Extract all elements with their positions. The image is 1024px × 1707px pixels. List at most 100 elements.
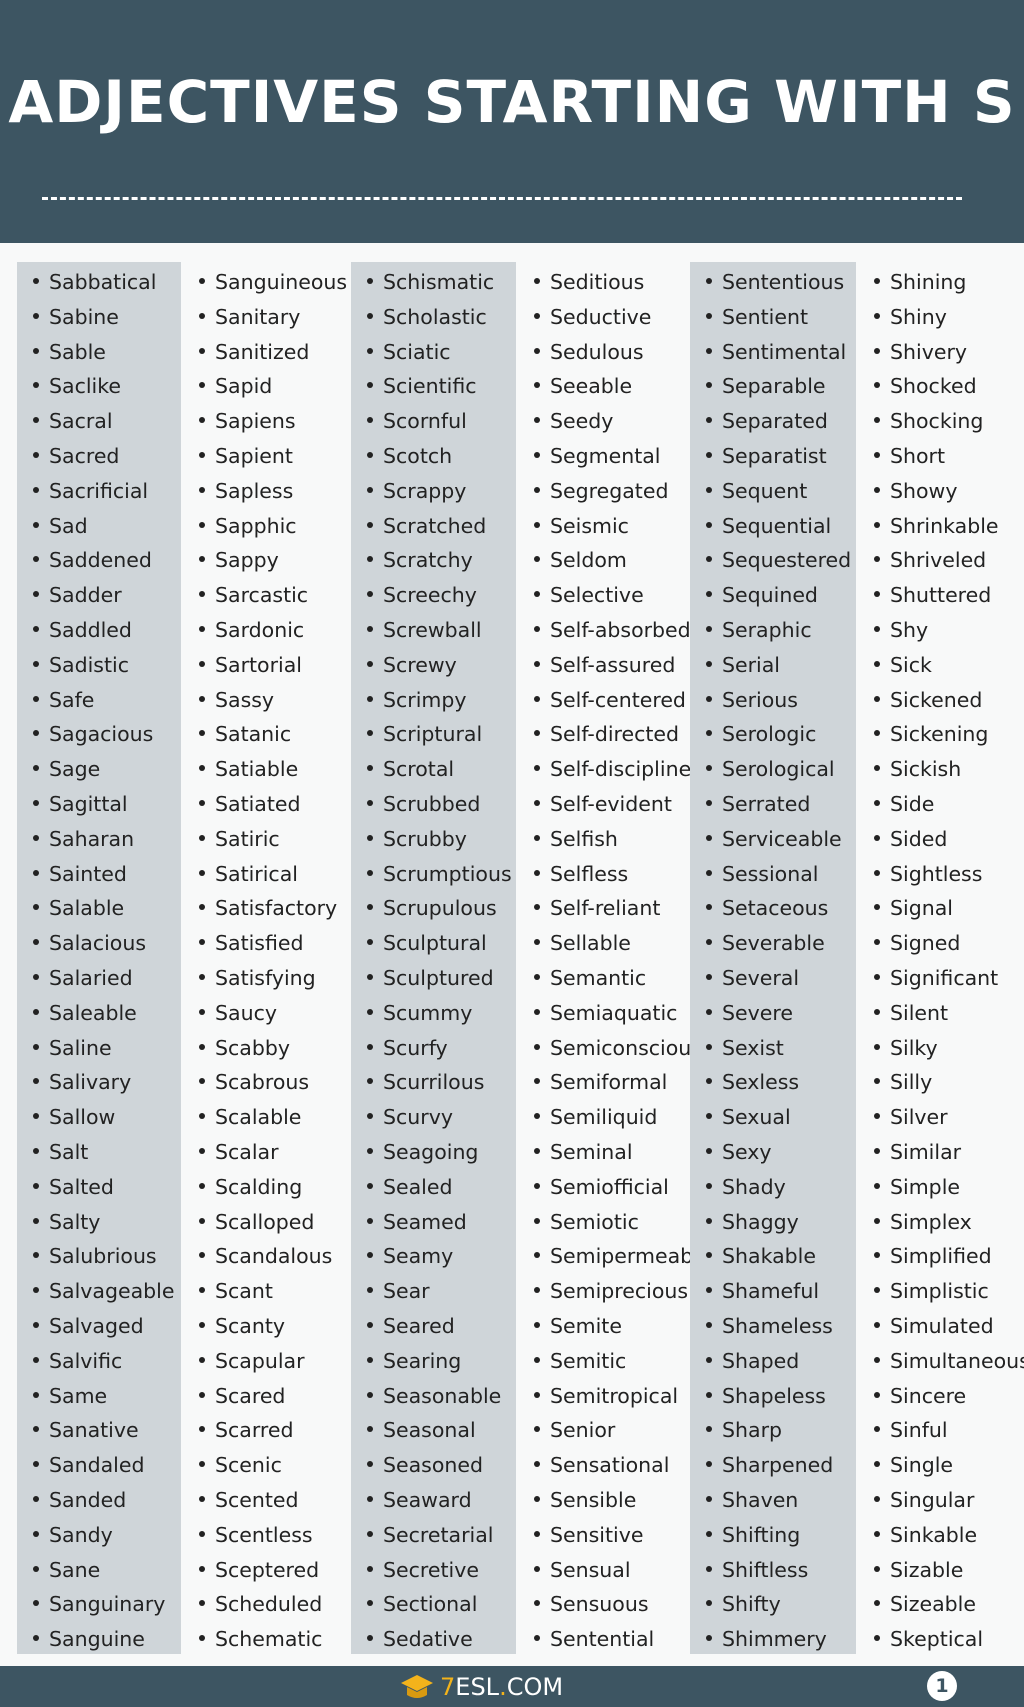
bullet-icon <box>706 312 712 319</box>
word-text: Shakable <box>722 1244 816 1269</box>
word-text: Separable <box>722 374 826 399</box>
list-item: Sanitary <box>199 300 300 334</box>
word-column-5: Sententious Sentient Sentimental Separable S… <box>690 262 856 1654</box>
bullet-icon <box>367 660 373 667</box>
bullet-icon <box>874 660 880 667</box>
word-text: Sequined <box>722 583 818 608</box>
bullet-icon <box>534 1148 540 1154</box>
list-item: Self-reliant <box>534 891 660 925</box>
bullet-icon <box>874 521 880 528</box>
bullet-icon <box>33 1078 39 1085</box>
word-text: Schematic <box>215 1627 323 1652</box>
bullet-icon <box>874 591 880 598</box>
list-item: Semiconscious <box>534 1031 702 1065</box>
list-item: Sage <box>33 752 100 786</box>
bullet-icon <box>33 974 39 980</box>
word-text: Separatist <box>722 444 827 468</box>
bullet-icon <box>33 452 39 458</box>
list-item: Saline <box>33 1031 112 1065</box>
word-text: Seldom <box>550 548 627 573</box>
bullet-icon <box>33 1356 39 1363</box>
list-item: Scant <box>199 1274 273 1308</box>
bullet-icon <box>706 1148 712 1154</box>
list-item: Separated <box>706 404 828 438</box>
bullet-icon <box>367 869 373 876</box>
bullet-icon <box>874 974 880 980</box>
list-item: Searing <box>367 1344 461 1378</box>
bullet-icon <box>199 1565 205 1572</box>
bullet-icon <box>33 1322 39 1328</box>
list-item: Scrubby <box>367 822 467 856</box>
word-text: Sharp <box>722 1418 783 1443</box>
word-text: Serrated <box>722 792 811 816</box>
list-item: Shady <box>706 1170 786 1204</box>
bullet-icon <box>706 1252 712 1259</box>
bullet-icon <box>534 1252 540 1259</box>
list-item: Sandaled <box>33 1448 144 1482</box>
list-item: Sassy <box>199 683 274 717</box>
word-text: Sappy <box>215 548 279 573</box>
bullet-icon <box>874 382 880 389</box>
bullet-icon <box>33 904 39 911</box>
word-text: Saucy <box>215 1000 277 1025</box>
list-item: Single <box>874 1448 953 1482</box>
word-text: Semiliquid <box>550 1105 658 1130</box>
list-item: Sinful <box>874 1413 948 1447</box>
bullet-icon <box>706 730 712 737</box>
word-text: Selfish <box>550 826 618 851</box>
word-text: Silly <box>890 1070 933 1095</box>
list-item: Scandalous <box>199 1239 332 1273</box>
word-text: Satiated <box>215 792 301 816</box>
list-item: Self-disciplined <box>534 752 704 786</box>
list-item: Schematic <box>199 1622 322 1656</box>
list-item: Semiotic <box>534 1205 639 1239</box>
word-text: Self-absorbed <box>550 618 691 642</box>
word-text: Semiaquatic <box>550 1000 678 1025</box>
list-item: Signal <box>874 891 953 925</box>
list-item: Salty <box>33 1205 100 1239</box>
list-item: Semitropical <box>534 1379 678 1413</box>
list-item: Shimmery <box>706 1622 827 1656</box>
list-item: Scrubbed <box>367 787 480 821</box>
bullet-icon <box>874 904 880 911</box>
list-item: Sapient <box>199 439 293 473</box>
bullet-icon <box>367 312 373 319</box>
word-text: Sealed <box>383 1174 453 1199</box>
word-text: Sentential <box>550 1627 655 1652</box>
list-item: Sable <box>33 335 106 369</box>
bullet-icon <box>874 1148 880 1154</box>
header-banner: ADJECTIVES STARTING WITH S <box>0 0 1024 243</box>
bullet-icon <box>534 312 540 319</box>
list-item: Scalar <box>199 1135 279 1169</box>
list-item: Sacral <box>33 404 113 438</box>
list-item: Satisfying <box>199 961 316 995</box>
word-text: Sable <box>49 339 106 364</box>
list-item: Separable <box>706 369 826 403</box>
list-item: Seditious <box>534 265 644 299</box>
list-item: Scentless <box>199 1518 313 1552</box>
bullet-icon <box>199 695 205 702</box>
list-item: Shiny <box>874 300 947 334</box>
bullet-icon <box>534 1217 540 1224</box>
list-item: Satanic <box>199 717 291 751</box>
word-text: Secretive <box>383 1557 479 1582</box>
word-text: Semitropical <box>550 1383 679 1408</box>
list-item: Selfless <box>534 857 628 891</box>
bullet-icon <box>706 660 712 667</box>
word-text: Scapular <box>215 1348 305 1373</box>
bullet-icon <box>33 1530 39 1537</box>
bullet-icon <box>367 347 373 354</box>
word-text: Simple <box>890 1174 960 1199</box>
bullet-icon <box>367 591 373 598</box>
bullet-icon <box>534 591 540 598</box>
list-item: Shriveled <box>874 543 986 577</box>
word-text: Saharan <box>49 826 135 851</box>
list-item: Segmental <box>534 439 661 473</box>
word-text: Scrimpy <box>383 687 467 712</box>
list-item: Shameful <box>706 1274 819 1308</box>
list-item: Sequent <box>706 474 807 508</box>
page-title: ADJECTIVES STARTING WITH S <box>8 68 1016 136</box>
bullet-icon <box>367 974 373 980</box>
bullet-icon <box>706 521 712 528</box>
footer: 7ESL.COM 1 <box>0 1666 1024 1707</box>
